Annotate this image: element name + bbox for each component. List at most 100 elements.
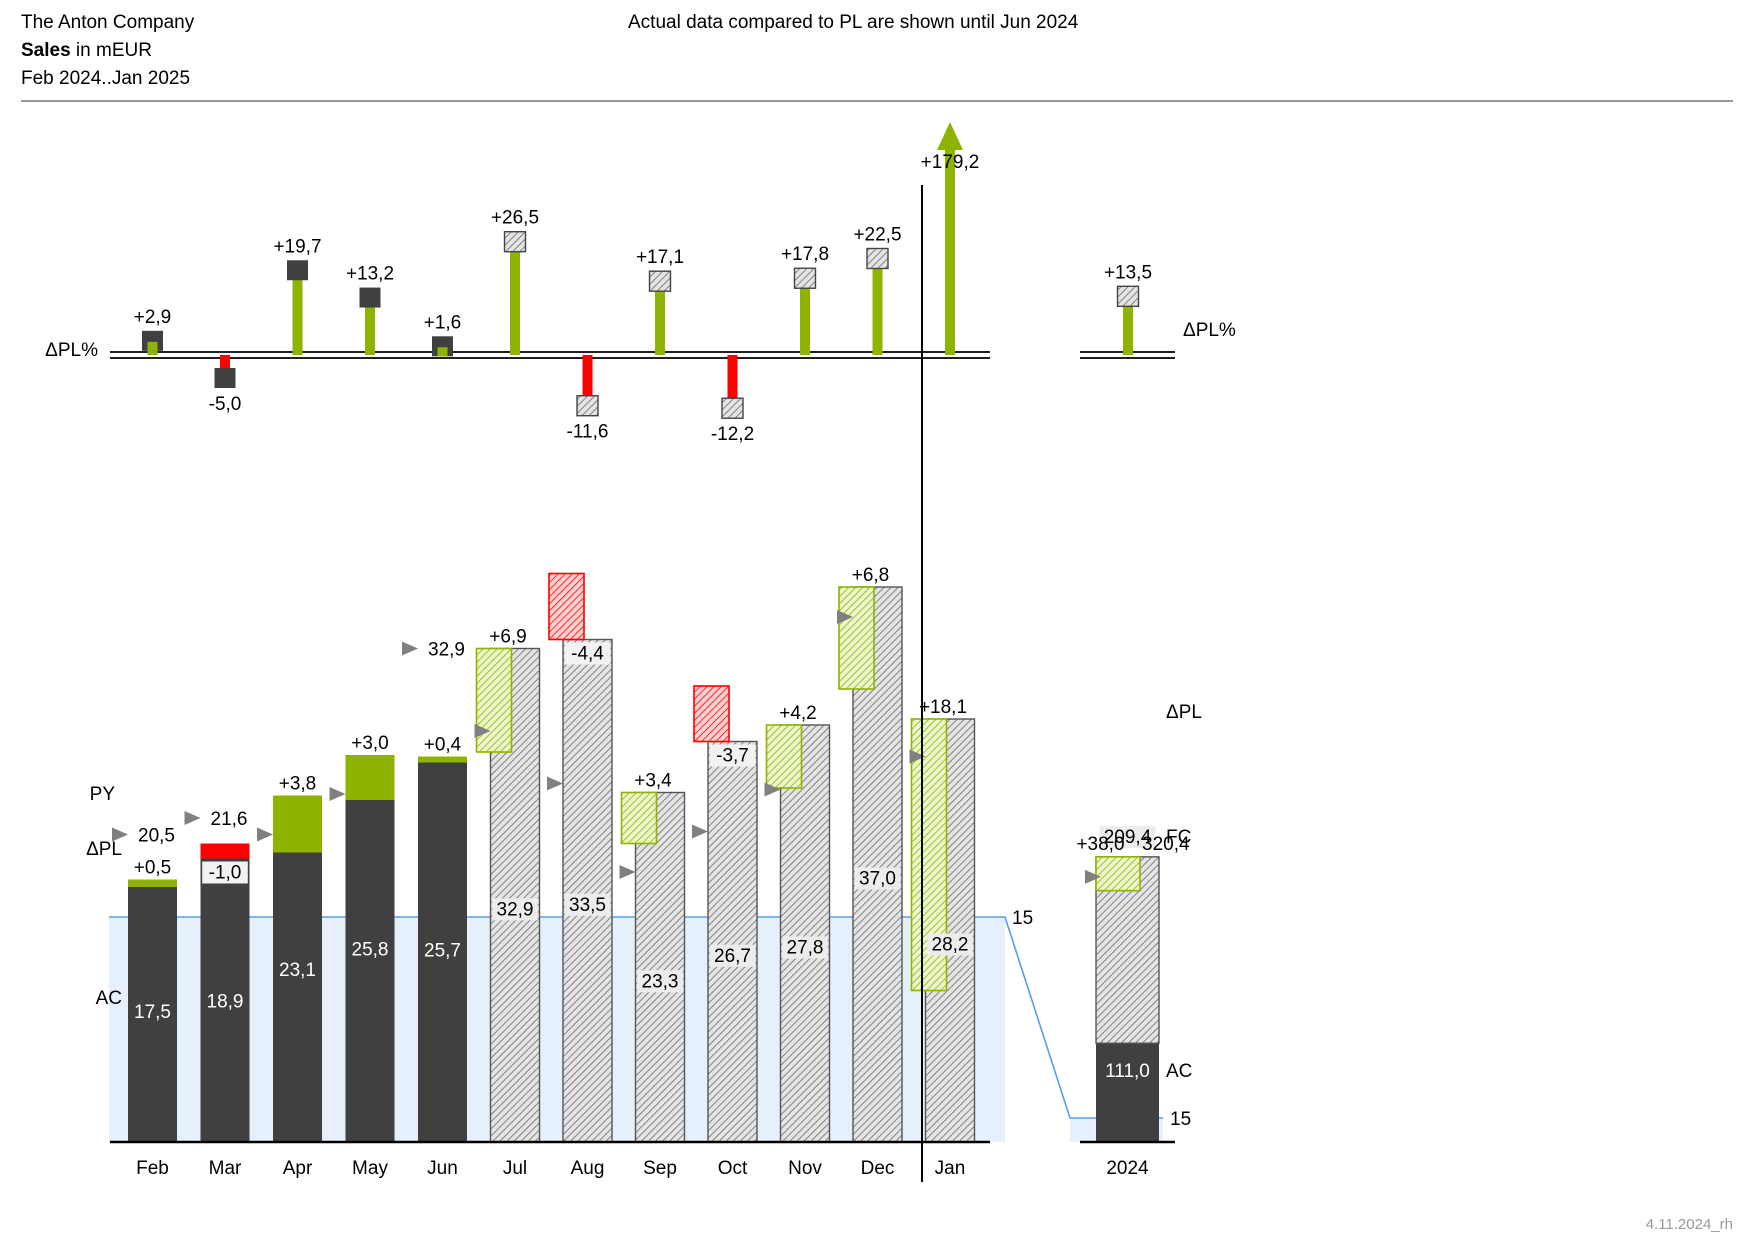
value-label-bg bbox=[709, 944, 756, 967]
delta-pl-label-bg bbox=[564, 642, 611, 665]
delta-pl-bar bbox=[200, 843, 250, 859]
category-label: Jul bbox=[503, 1158, 527, 1179]
total-ac-label: 111,0 bbox=[1105, 1061, 1150, 1082]
delta-pl-label: +0,4 bbox=[424, 735, 462, 756]
clipped-arrow-icon bbox=[937, 122, 963, 150]
delta-pl-row-label: ΔPL bbox=[86, 839, 122, 860]
delta-pct-pin bbox=[292, 272, 303, 355]
delta-pct-pin bbox=[800, 280, 810, 355]
delta-pct-label: +1,6 bbox=[424, 312, 462, 333]
measure-line: Sales in mEUR bbox=[21, 37, 194, 65]
py-marker bbox=[692, 824, 708, 839]
delta-pct-label: +17,1 bbox=[636, 247, 684, 268]
delta-pct-head bbox=[287, 260, 308, 281]
delta-pl-label: +3,8 bbox=[279, 774, 317, 795]
delta-pct-label: -11,6 bbox=[567, 422, 609, 443]
delta-pct-row-label: ΔPL% bbox=[45, 340, 98, 361]
value-label: 23,1 bbox=[279, 960, 316, 981]
delta-pct-pin bbox=[727, 355, 738, 407]
value-label: 17,5 bbox=[134, 1002, 171, 1023]
total-fc-label-bg bbox=[1099, 826, 1156, 848]
bars-layer bbox=[110, 185, 1175, 1182]
delta-pl-bar bbox=[418, 756, 467, 763]
total-sum-label: 320,4 bbox=[1142, 834, 1190, 855]
value-label-bg bbox=[492, 898, 538, 921]
value-label: 18,9 bbox=[207, 991, 244, 1012]
delta-pct-pin bbox=[365, 299, 375, 355]
delta-pl-label: +18,1 bbox=[919, 697, 967, 718]
value-label: 32,9 bbox=[497, 899, 534, 920]
delta-pl-bar bbox=[475, 647, 513, 753]
value-label: 25,8 bbox=[352, 940, 389, 961]
delta-pl-bar bbox=[838, 586, 875, 690]
value-label: 26,7 bbox=[714, 946, 751, 967]
category-label-total: 2024 bbox=[1106, 1158, 1149, 1179]
delta-pct-pin bbox=[582, 355, 593, 404]
category-label: Nov bbox=[788, 1158, 822, 1179]
value-label-bg bbox=[854, 867, 901, 890]
category-label: Mar bbox=[209, 1158, 242, 1179]
py-marker bbox=[474, 724, 491, 738]
delta-pct-label: +17,8 bbox=[781, 244, 829, 265]
bar-fc bbox=[634, 791, 686, 1143]
delta-pct-pin bbox=[655, 283, 665, 355]
py-marker bbox=[909, 749, 926, 764]
header-note: Actual data compared to PL are shown unt… bbox=[628, 12, 1079, 33]
bar-fc bbox=[707, 740, 758, 1143]
delta-pct-pin bbox=[872, 260, 883, 355]
company-name: The Anton Company bbox=[21, 12, 195, 33]
delta-pl-label: +6,9 bbox=[489, 627, 527, 648]
category-label: Aug bbox=[571, 1158, 605, 1179]
category-label: Dec bbox=[861, 1158, 895, 1179]
delta-pct-head bbox=[793, 267, 817, 289]
report-header: The Anton Company Sales in mEUR Feb 2024… bbox=[21, 9, 194, 93]
delta-pct-head bbox=[359, 287, 381, 308]
delta-pct-label: +13,2 bbox=[346, 264, 394, 285]
bar-fc bbox=[779, 724, 831, 1143]
value-label-bg bbox=[782, 936, 828, 959]
bar-ac bbox=[418, 756, 467, 1142]
delta-pl-label: -3,7 bbox=[716, 746, 749, 767]
delta-pl-bar bbox=[620, 791, 658, 845]
ac-row-label: AC bbox=[96, 988, 122, 1009]
delta-pl-bar bbox=[548, 572, 585, 641]
category-label: Feb bbox=[136, 1158, 169, 1179]
delta-pl-label: +3,4 bbox=[634, 771, 672, 792]
category-label: Apr bbox=[283, 1158, 313, 1179]
delta-pct-head bbox=[214, 368, 236, 388]
py-label: 21,6 bbox=[211, 809, 248, 830]
reference-label: 15 bbox=[1012, 908, 1033, 929]
value-label: 25,7 bbox=[424, 940, 461, 961]
category-label: May bbox=[352, 1158, 388, 1179]
py-marker bbox=[112, 827, 128, 842]
delta-pct-head bbox=[648, 270, 672, 292]
delta-pct-label: +22,5 bbox=[853, 225, 901, 246]
value-label-bg bbox=[564, 893, 611, 916]
delta-pct-head bbox=[142, 330, 163, 351]
py-marker bbox=[837, 610, 853, 624]
py-marker bbox=[329, 787, 346, 801]
py-marker bbox=[184, 811, 201, 825]
delta-pl-bar bbox=[765, 724, 803, 789]
delta-pl-bar bbox=[273, 795, 322, 853]
delta-pl-label: +6,8 bbox=[852, 565, 890, 586]
delta-pct-label: +26,5 bbox=[491, 208, 539, 229]
delta-pct-pin-total bbox=[1123, 298, 1133, 355]
value-label: 37,0 bbox=[859, 869, 896, 890]
delta-pct-head bbox=[432, 336, 453, 357]
value-label-bg bbox=[927, 933, 973, 956]
delta-pct-head bbox=[503, 230, 527, 253]
delta-pct-head-total bbox=[1116, 285, 1140, 307]
bar-ac bbox=[200, 858, 250, 1142]
category-label: Sep bbox=[643, 1158, 677, 1179]
delta-pct-label: +19,7 bbox=[273, 236, 321, 257]
delta-pct-label: -5,0 bbox=[209, 394, 242, 415]
delta-pct-label: +179,2 bbox=[921, 152, 980, 173]
header-divider bbox=[21, 100, 1733, 102]
labels-layer: 15 15 17,5 +0,5 20,5 Feb 18,9 -1,0 21,6 Mar 23,1 +3… bbox=[45, 152, 1236, 1179]
delta-pct-pin bbox=[220, 355, 230, 376]
value-label: 33,5 bbox=[569, 895, 606, 916]
py-label: 20,5 bbox=[138, 826, 175, 847]
bar-fc bbox=[562, 638, 613, 1143]
